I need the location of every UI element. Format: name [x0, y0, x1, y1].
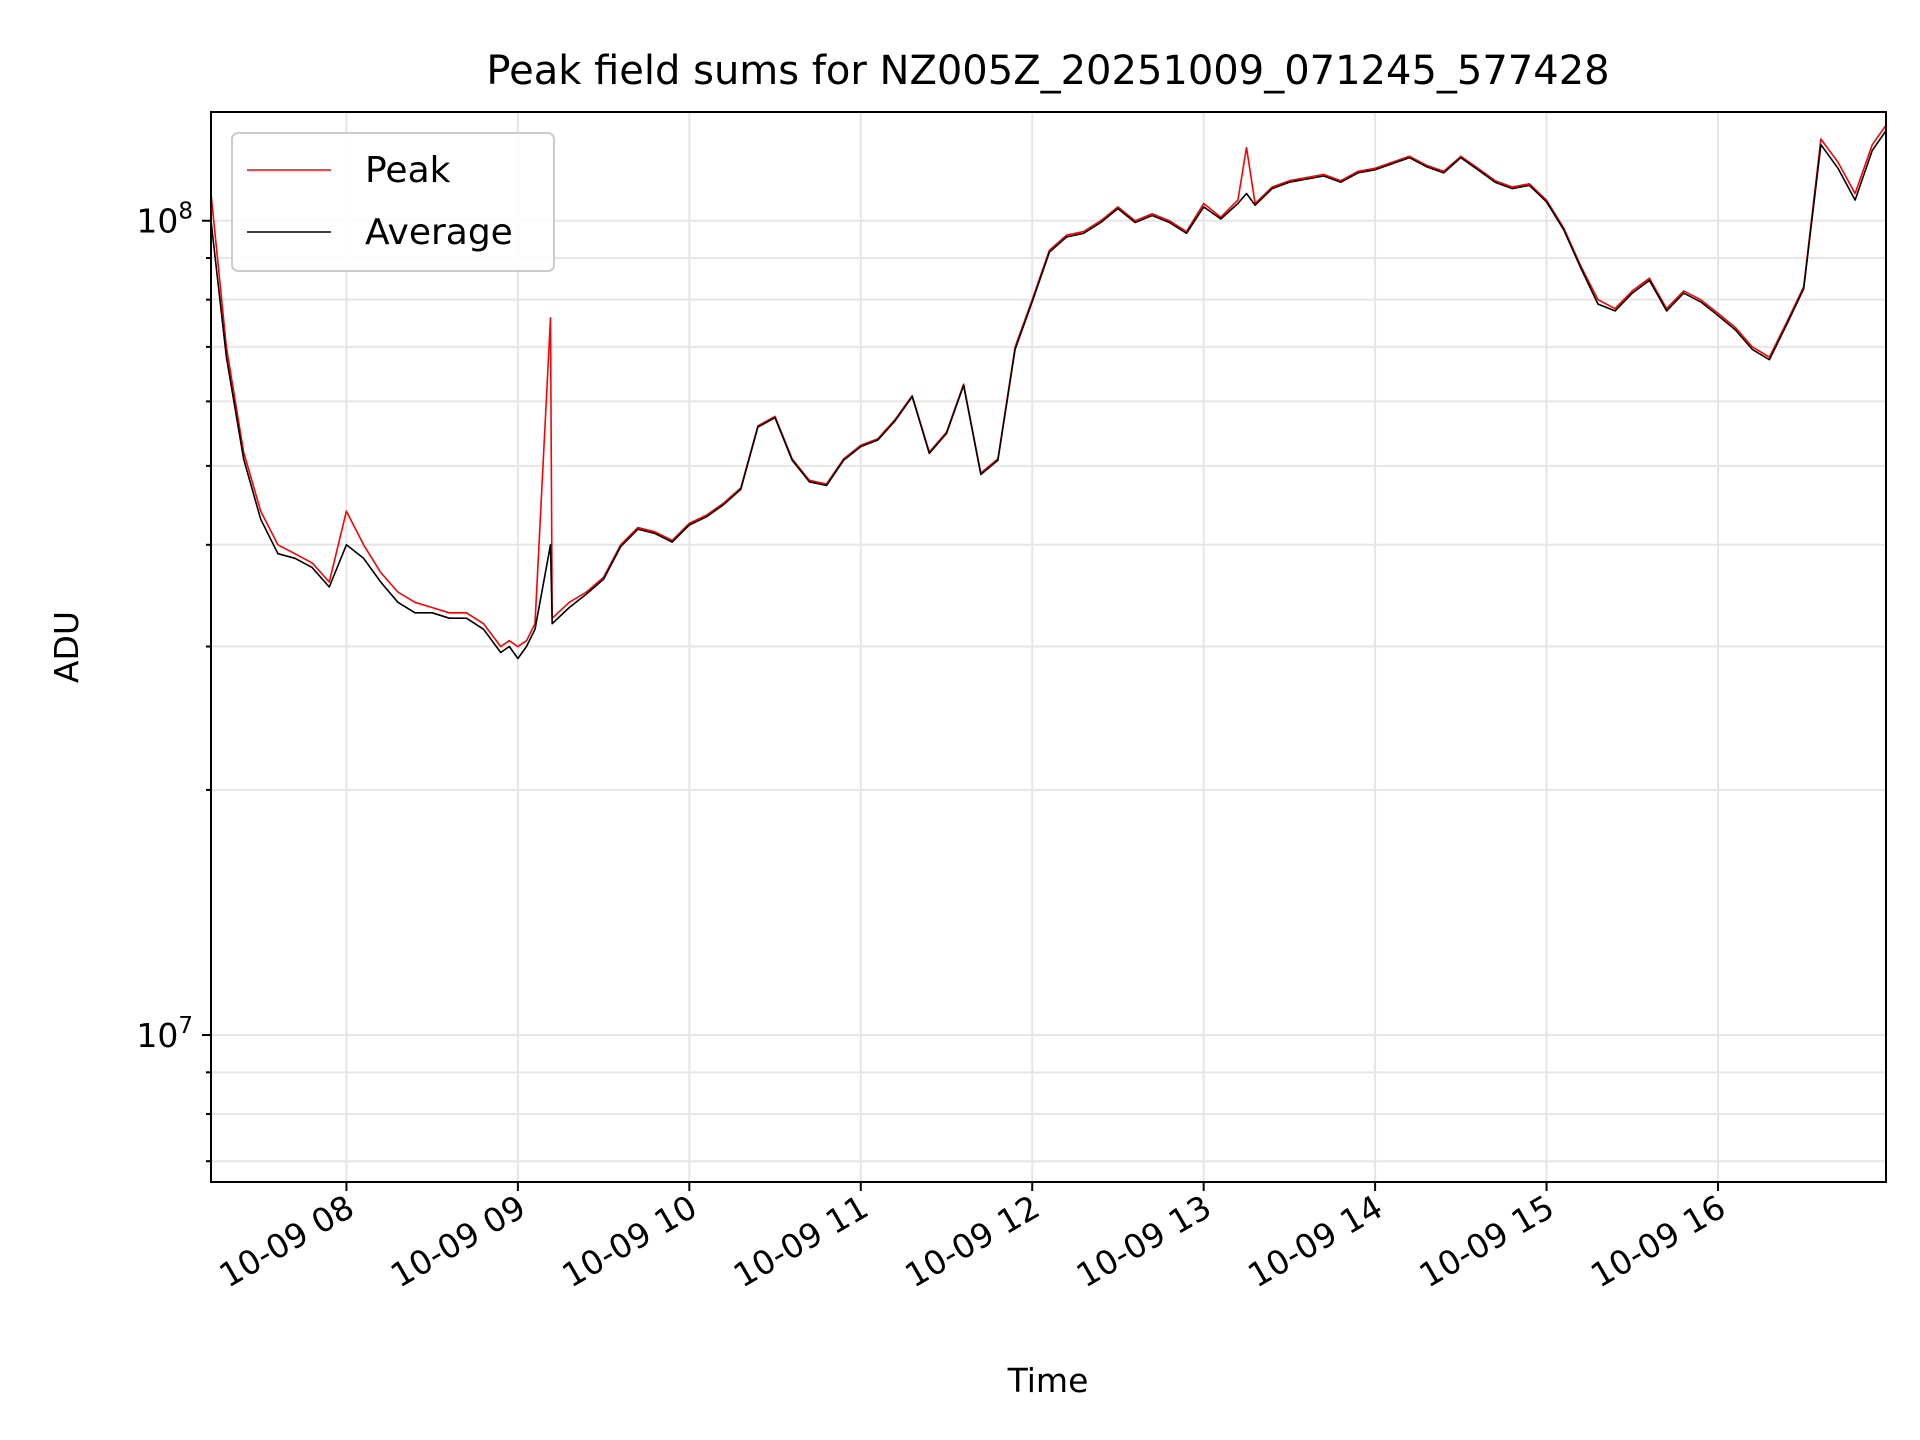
legend-label-average: Average	[365, 212, 513, 253]
y-tick-label: 107	[136, 1013, 193, 1055]
y-tick-exponent: 7	[178, 1013, 193, 1039]
legend: Peak Average	[231, 132, 555, 272]
legend-label-peak: Peak	[365, 150, 451, 191]
plot-area	[210, 124, 1887, 660]
y-tick-exponent: 8	[178, 199, 193, 225]
legend-box	[231, 132, 555, 272]
gridlines	[211, 112, 1886, 1182]
series-line-average	[210, 130, 1887, 660]
y-axis-label: ADU	[47, 611, 86, 683]
chart-title: Peak field sums for NZ005Z_20251009_0712…	[486, 48, 1609, 94]
x-axis-label: Time	[1007, 1361, 1089, 1400]
